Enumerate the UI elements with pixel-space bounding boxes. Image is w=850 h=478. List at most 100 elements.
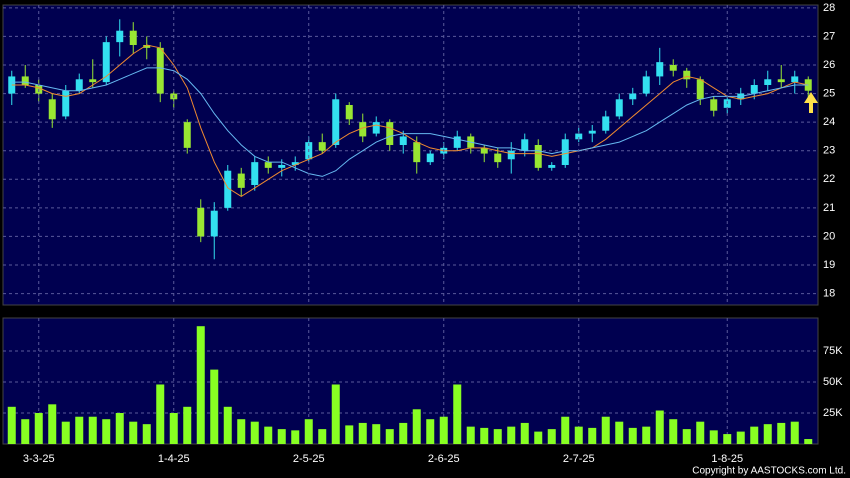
- volume-bar: [399, 422, 408, 444]
- volume-bar: [358, 422, 367, 444]
- volume-bar: [547, 429, 556, 444]
- candle-body: [129, 30, 137, 45]
- volume-bar: [534, 431, 543, 444]
- candle-body: [507, 150, 515, 160]
- candle-body: [62, 90, 70, 117]
- candle-body: [345, 105, 353, 120]
- y-tick-label: 19: [823, 259, 835, 271]
- candle-body: [602, 116, 610, 131]
- candle-body: [116, 30, 124, 43]
- volume-bar: [183, 406, 192, 444]
- volume-bar: [129, 421, 138, 444]
- candle-body: [399, 136, 407, 145]
- volume-bar: [318, 429, 327, 444]
- volume-bar: [804, 439, 813, 444]
- volume-bar: [345, 425, 354, 444]
- candle-body: [183, 122, 191, 148]
- volume-bar: [385, 429, 394, 444]
- volume-bar: [777, 422, 786, 444]
- y-tick-label: 23: [823, 145, 835, 157]
- candle-body: [669, 65, 677, 71]
- candle-body: [791, 76, 799, 83]
- candle-body: [494, 153, 502, 163]
- y-tick-label: 18: [823, 287, 835, 299]
- candle-body: [251, 162, 259, 185]
- candle-body: [372, 122, 380, 134]
- volume-bar: [561, 416, 570, 444]
- candle-body: [764, 79, 772, 85]
- volume-bar: [237, 419, 246, 444]
- x-tick-label: 3-3-25: [23, 453, 55, 465]
- volume-bar: [372, 424, 381, 444]
- volume-bar: [196, 326, 205, 444]
- candle-body: [386, 122, 394, 145]
- y-tick-label: 25K: [823, 407, 843, 419]
- y-tick-label: 50K: [823, 376, 843, 388]
- volume-bar: [156, 384, 165, 444]
- last-price-arrow: [804, 92, 818, 113]
- volume-bar: [75, 416, 84, 444]
- candle-body: [453, 136, 461, 148]
- y-tick-label: 22: [823, 173, 835, 185]
- y-tick-label: 26: [823, 59, 835, 71]
- volume-bar: [790, 421, 799, 444]
- volume-bar: [696, 421, 705, 444]
- candle-body: [426, 153, 434, 163]
- volume-bar: [439, 416, 448, 444]
- candle-body: [237, 173, 245, 188]
- volume-bar: [682, 429, 691, 444]
- volume-bar: [736, 431, 745, 444]
- x-tick-label: 2-7-25: [563, 453, 595, 465]
- volume-bar: [763, 424, 772, 444]
- candle-body: [359, 122, 367, 137]
- candle-body: [588, 130, 596, 134]
- volume-bar: [628, 427, 637, 444]
- candle-body: [332, 99, 340, 145]
- moving-average: [11, 44, 809, 197]
- volume-bar: [520, 422, 529, 444]
- candle-body: [318, 142, 326, 151]
- candle-body: [75, 79, 83, 91]
- volume-bar: [142, 424, 151, 444]
- volume-bar: [480, 427, 489, 444]
- x-tick-label: 2-5-25: [293, 453, 325, 465]
- volume-bar: [264, 426, 273, 444]
- volume-bar: [223, 406, 232, 444]
- volume-bar: [169, 413, 178, 444]
- volume-bar: [61, 421, 70, 444]
- volume-bar: [655, 410, 664, 444]
- volume-bar: [210, 369, 219, 444]
- volume-bar: [426, 419, 435, 444]
- y-tick-label: 24: [823, 116, 835, 128]
- candle-body: [777, 79, 785, 83]
- candle-body: [575, 133, 583, 140]
- volume-bar: [21, 419, 30, 444]
- candle-body: [224, 170, 232, 208]
- volume-bar: [453, 384, 462, 444]
- volume-bar: [102, 419, 111, 444]
- volume-bar: [507, 426, 516, 444]
- candle-body: [278, 165, 286, 168]
- moving-average: [11, 67, 809, 177]
- x-tick-label: 1-4-25: [158, 453, 190, 465]
- volume-panel: [2, 317, 819, 445]
- candle-body: [615, 99, 623, 117]
- volume-bar: [115, 413, 124, 444]
- candle-body: [102, 42, 110, 83]
- candle-body: [696, 79, 704, 100]
- volume-bar: [601, 416, 610, 444]
- candle-body: [197, 207, 205, 237]
- candle-body: [710, 99, 718, 111]
- candle-body: [750, 85, 758, 94]
- volume-bar: [588, 427, 597, 444]
- y-tick-label: 28: [823, 2, 835, 14]
- candle-body: [561, 139, 569, 165]
- candle-body: [629, 93, 637, 100]
- candle-body: [642, 76, 650, 94]
- candle-body: [291, 162, 299, 165]
- x-tick-label: 1-8-25: [711, 453, 743, 465]
- y-tick-label: 25: [823, 87, 835, 99]
- candle-body: [656, 62, 664, 77]
- candle-body: [264, 162, 272, 168]
- volume-bar: [34, 413, 43, 444]
